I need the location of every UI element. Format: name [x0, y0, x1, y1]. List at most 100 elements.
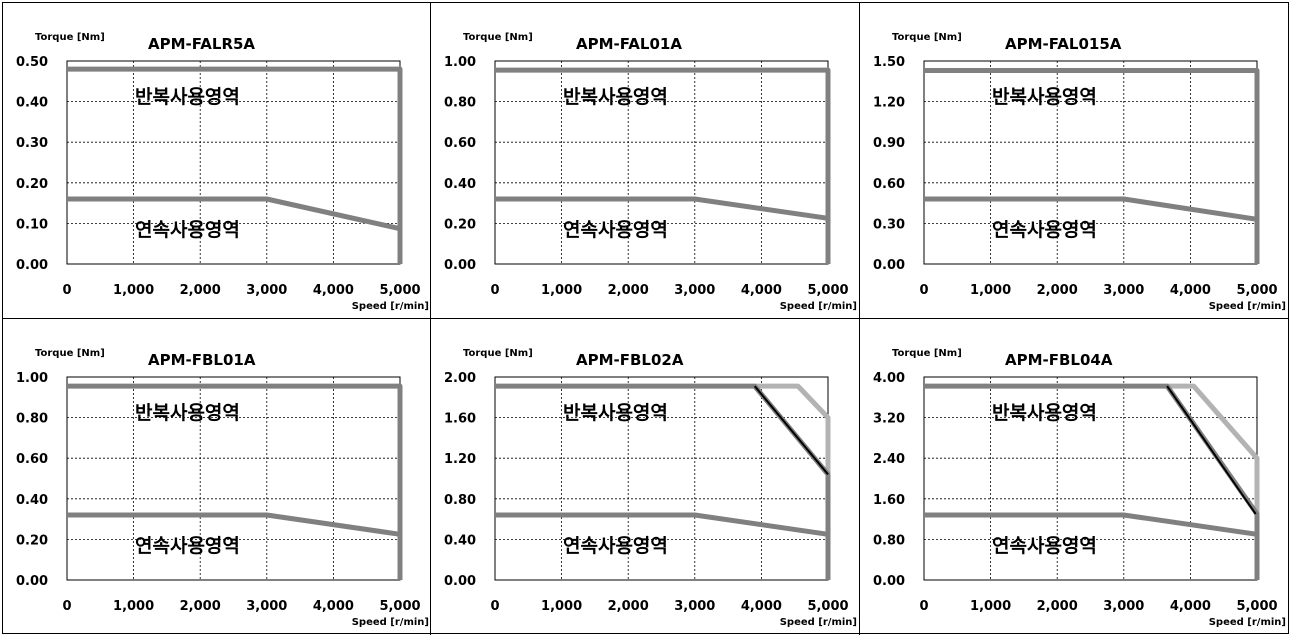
series-repeat-line: [924, 68, 1260, 264]
series-continuous-line: [67, 196, 401, 232]
x-tick-label: 5,000: [379, 599, 420, 614]
y-tick-label: 0.00: [444, 574, 476, 589]
x-tick-label: 0: [919, 599, 928, 614]
x-tick-label: 3,000: [246, 599, 287, 614]
y-tick-label: 0.10: [16, 217, 48, 232]
y-tick-label: 0.00: [16, 258, 48, 273]
y-tick-label: 0.00: [444, 258, 476, 273]
y-tick-label: 0.30: [16, 136, 48, 151]
y-tick-label: 2.00: [444, 371, 476, 386]
chart-title: APM-FALR5A: [148, 35, 255, 53]
x-tick-label: 4,000: [313, 599, 354, 614]
x-tick-label: 1,000: [541, 283, 582, 298]
y-tick-label: 0.60: [16, 452, 48, 467]
y-tick-label: 0.90: [873, 136, 905, 151]
x-axis-label: Speed [r/min]: [780, 617, 857, 628]
x-tick-label: 2,000: [1037, 599, 1078, 614]
torque-speed-chart: Torque [Nm] APM-FAL01A 0.00 0.20 0.40 0.60 0.8…: [444, 32, 857, 312]
x-tick-label: 2,000: [180, 599, 221, 614]
repeat-region-label: 반복사용영역: [563, 402, 668, 424]
x-tick-label: 0: [62, 283, 71, 298]
y-tick-label: 0.20: [16, 533, 48, 548]
x-axis-label: Speed [r/min]: [780, 301, 857, 312]
continuous-region-label: 연속사용영역: [992, 535, 1097, 557]
series-repeat_alt-line: [1167, 383, 1260, 580]
chart-title: APM-FBL04A: [1005, 351, 1113, 369]
y-tick-label: 1.60: [444, 412, 476, 427]
x-tick-label: 1,000: [541, 599, 582, 614]
y-tick-label: 0.40: [16, 96, 48, 111]
torque-speed-chart: Torque [Nm] APM-FAL015A 0.00 0.30 0.60 0.90 1.…: [873, 32, 1286, 312]
x-tick-label: 3,000: [674, 599, 715, 614]
x-tick-label: 3,000: [1103, 599, 1144, 614]
y-tick-label: 0.00: [873, 574, 905, 589]
chart-panel-2: Torque [Nm] APM-FAL01A 0.00 0.20 0.40 0.60 0.8…: [431, 3, 860, 319]
y-tick-label: 0.60: [444, 136, 476, 151]
y-tick-label: 2.40: [873, 452, 905, 467]
y-tick-label: 0.20: [16, 177, 48, 192]
continuous-region-label: 연속사용영역: [563, 219, 668, 241]
x-tick-label: 5,000: [807, 599, 848, 614]
chart-panel-4: Torque [Nm] APM-FBL01A 0.00 0.20 0.40 0.60 0.8…: [3, 319, 431, 635]
series-repeat-line: [67, 66, 403, 264]
y-tick-label: 0.80: [873, 533, 905, 548]
chart-title: APM-FAL01A: [576, 35, 682, 53]
chart-title: APM-FBL02A: [576, 351, 684, 369]
x-axis-label: Speed [r/min]: [352, 301, 429, 312]
series-repeat-line: [495, 67, 831, 264]
repeat-region-label: 반복사용영역: [992, 402, 1097, 424]
y-axis-label: Torque [Nm]: [892, 348, 962, 359]
y-tick-label: 0.30: [873, 217, 905, 232]
y-axis-label: Torque [Nm]: [463, 348, 533, 359]
continuous-region-label: 연속사용영역: [135, 535, 240, 557]
x-tick-label: 4,000: [1170, 283, 1211, 298]
y-tick-label: 0.40: [444, 533, 476, 548]
chart-panel-5: Torque [Nm] APM-FBL02A 0.00 0.40 0.80 1.20 1.6…: [431, 319, 860, 635]
series-continuous-line: [924, 196, 1258, 222]
chart-panel-3: Torque [Nm] APM-FAL015A 0.00 0.30 0.60 0.90 1.…: [860, 3, 1288, 319]
chart-panel-6: Torque [Nm] APM-FBL04A 0.00 0.80 1.60 2.40 3.2…: [860, 319, 1288, 635]
x-axis-label: Speed [r/min]: [1209, 301, 1286, 312]
continuous-region-label: 연속사용영역: [563, 535, 668, 557]
y-tick-label: 0.80: [444, 96, 476, 111]
x-tick-label: 4,000: [313, 283, 354, 298]
y-tick-label: 3.20: [873, 412, 905, 427]
torque-speed-chart: Torque [Nm] APM-FBL01A 0.00 0.20 0.40 0.60 0.8…: [16, 348, 429, 628]
y-tick-label: 0.20: [444, 217, 476, 232]
y-tick-label: 0.00: [873, 258, 905, 273]
y-axis-label: Torque [Nm]: [463, 32, 533, 43]
x-tick-label: 0: [62, 599, 71, 614]
x-tick-label: 4,000: [741, 283, 782, 298]
y-tick-label: 1.20: [444, 452, 476, 467]
torque-speed-chart: Torque [Nm] APM-FALR5A 0.00 0.10 0.20 0.30 0.4…: [16, 32, 429, 312]
x-tick-label: 4,000: [1170, 599, 1211, 614]
y-axis-label: Torque [Nm]: [35, 348, 105, 359]
series-limit-line: [1166, 385, 1257, 515]
x-tick-label: 1,000: [970, 599, 1011, 614]
x-tick-label: 0: [490, 599, 499, 614]
x-tick-label: 0: [919, 283, 928, 298]
y-tick-label: 0.40: [16, 493, 48, 508]
series-continuous-line: [495, 196, 829, 221]
continuous-region-label: 연속사용영역: [135, 219, 240, 241]
series-continuous-line: [924, 512, 1258, 537]
y-tick-label: 4.00: [873, 371, 905, 386]
x-tick-label: 2,000: [1037, 283, 1078, 298]
y-axis-label: Torque [Nm]: [892, 32, 962, 43]
x-tick-label: 1,000: [113, 283, 154, 298]
repeat-region-label: 반복사용영역: [135, 402, 240, 424]
repeat-region-label: 반복사용영역: [135, 86, 240, 108]
series-continuous-line: [495, 512, 829, 537]
y-tick-label: 1.20: [873, 96, 905, 111]
y-tick-label: 1.00: [16, 371, 48, 386]
x-tick-label: 5,000: [807, 283, 848, 298]
x-tick-label: 3,000: [1103, 283, 1144, 298]
x-tick-label: 2,000: [180, 283, 221, 298]
y-tick-label: 0.40: [444, 177, 476, 192]
continuous-region-label: 연속사용영역: [992, 219, 1097, 241]
y-tick-label: 0.80: [16, 412, 48, 427]
y-axis-label: Torque [Nm]: [35, 32, 105, 43]
x-tick-label: 3,000: [674, 283, 715, 298]
repeat-region-label: 반복사용영역: [563, 86, 668, 108]
